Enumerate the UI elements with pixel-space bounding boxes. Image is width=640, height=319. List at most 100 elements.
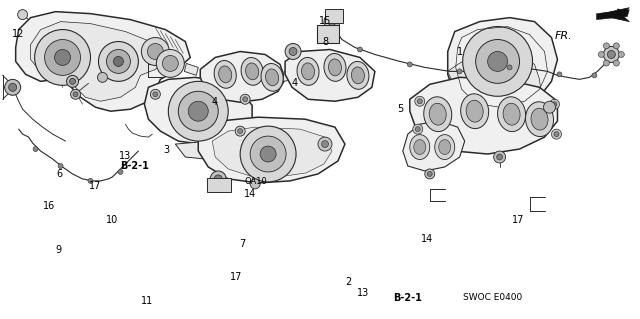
Circle shape [613, 43, 620, 49]
Circle shape [250, 179, 260, 189]
Text: SWOC E0400: SWOC E0400 [463, 293, 522, 302]
Circle shape [415, 96, 425, 106]
Text: 9: 9 [55, 245, 61, 255]
Ellipse shape [347, 62, 369, 89]
Ellipse shape [297, 57, 319, 85]
Text: B-2-1: B-2-1 [393, 293, 422, 303]
Circle shape [507, 65, 512, 70]
Ellipse shape [246, 63, 259, 80]
Circle shape [88, 178, 93, 183]
Text: 4: 4 [212, 97, 218, 107]
Circle shape [463, 26, 532, 96]
Polygon shape [448, 18, 557, 113]
Text: 5: 5 [397, 104, 403, 114]
Ellipse shape [214, 61, 236, 88]
FancyBboxPatch shape [317, 25, 339, 42]
Ellipse shape [461, 94, 489, 129]
Circle shape [357, 47, 362, 52]
Ellipse shape [410, 135, 430, 160]
Circle shape [54, 49, 70, 65]
Ellipse shape [424, 97, 452, 132]
Circle shape [118, 169, 123, 174]
FancyBboxPatch shape [207, 178, 231, 192]
Circle shape [289, 48, 297, 56]
Circle shape [413, 124, 423, 134]
Ellipse shape [429, 103, 446, 125]
Circle shape [285, 43, 301, 59]
Polygon shape [145, 78, 252, 144]
Text: 2: 2 [346, 277, 352, 287]
Circle shape [240, 126, 296, 182]
Polygon shape [15, 12, 190, 111]
Ellipse shape [439, 140, 451, 154]
Circle shape [604, 43, 609, 49]
Circle shape [58, 163, 63, 168]
Text: 16: 16 [42, 201, 54, 211]
Circle shape [550, 99, 559, 109]
Circle shape [113, 56, 124, 66]
Circle shape [18, 10, 28, 19]
Text: 8: 8 [322, 37, 328, 47]
Circle shape [598, 51, 604, 57]
Circle shape [552, 129, 561, 139]
Polygon shape [212, 127, 332, 177]
Circle shape [425, 169, 435, 179]
Circle shape [73, 92, 78, 97]
Polygon shape [597, 8, 629, 22]
Circle shape [417, 99, 422, 104]
Circle shape [4, 79, 20, 95]
Text: FR.: FR. [555, 31, 573, 41]
Circle shape [613, 60, 620, 66]
Circle shape [179, 91, 218, 131]
Circle shape [407, 62, 412, 67]
Ellipse shape [219, 66, 232, 83]
Circle shape [488, 51, 508, 71]
Circle shape [97, 72, 108, 82]
Ellipse shape [503, 103, 520, 125]
Circle shape [33, 146, 38, 152]
Circle shape [328, 18, 336, 26]
Circle shape [150, 89, 161, 99]
Text: 17: 17 [230, 272, 242, 282]
Circle shape [554, 132, 559, 137]
Ellipse shape [525, 102, 554, 137]
Ellipse shape [497, 97, 525, 132]
Circle shape [235, 126, 245, 136]
Circle shape [147, 43, 163, 59]
Text: 13: 13 [356, 288, 369, 298]
Circle shape [541, 103, 554, 115]
Ellipse shape [351, 67, 364, 84]
Ellipse shape [328, 59, 342, 76]
Text: 14: 14 [421, 234, 433, 244]
Circle shape [324, 14, 340, 30]
Text: 10: 10 [106, 215, 118, 225]
Circle shape [156, 49, 184, 78]
Text: B-2-1: B-2-1 [120, 161, 149, 171]
Circle shape [318, 137, 332, 151]
Circle shape [457, 69, 462, 74]
Polygon shape [198, 117, 345, 183]
Ellipse shape [531, 108, 548, 130]
Text: 1: 1 [458, 47, 463, 56]
Circle shape [543, 101, 556, 113]
Circle shape [99, 41, 138, 81]
Circle shape [493, 151, 506, 163]
Ellipse shape [324, 54, 346, 81]
Text: 4: 4 [291, 78, 298, 88]
Circle shape [214, 175, 222, 183]
Circle shape [607, 50, 615, 58]
Text: 11: 11 [141, 296, 154, 306]
Text: 15: 15 [319, 16, 332, 26]
Circle shape [243, 97, 248, 102]
Circle shape [415, 127, 420, 132]
Polygon shape [285, 49, 375, 101]
Text: OA10: OA10 [244, 177, 268, 186]
Polygon shape [448, 51, 541, 131]
Circle shape [240, 94, 250, 104]
Polygon shape [283, 70, 296, 81]
Circle shape [428, 171, 432, 176]
Circle shape [163, 56, 179, 71]
Ellipse shape [435, 135, 454, 160]
Circle shape [153, 92, 158, 97]
Circle shape [618, 51, 625, 57]
